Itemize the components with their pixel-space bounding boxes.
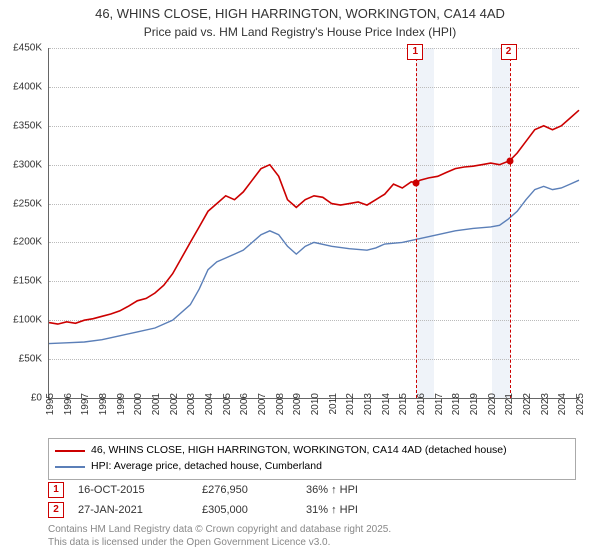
ytick-label: £350K — [0, 120, 42, 131]
ytick-label: £450K — [0, 43, 42, 54]
xtick-label: 2019 — [469, 393, 480, 415]
legend-label-property: 46, WHINS CLOSE, HIGH HARRINGTON, WORKIN… — [91, 443, 507, 459]
legend-row-hpi: HPI: Average price, detached house, Cumb… — [55, 459, 569, 475]
chart-marker-1: 1 — [407, 44, 423, 60]
chart-marker-2: 2 — [501, 44, 517, 60]
xtick-label: 2005 — [222, 393, 233, 415]
sale-point — [506, 157, 513, 164]
xtick-label: 2013 — [363, 393, 374, 415]
xtick-label: 2006 — [239, 393, 250, 415]
xtick-label: 2012 — [345, 393, 356, 415]
legend-swatch-hpi — [55, 466, 85, 468]
ytick-label: £250K — [0, 198, 42, 209]
xtick-label: 1997 — [80, 393, 91, 415]
xtick-label: 2024 — [557, 393, 568, 415]
xtick-label: 2004 — [204, 393, 215, 415]
xtick-label: 2021 — [504, 393, 515, 415]
transaction-price: £305,000 — [202, 504, 292, 516]
ytick-label: £50K — [0, 354, 42, 365]
ytick-label: £200K — [0, 237, 42, 248]
transaction-date: 27-JAN-2021 — [78, 504, 188, 516]
ytick-label: £300K — [0, 159, 42, 170]
footer-attribution: Contains HM Land Registry data © Crown c… — [48, 524, 576, 549]
xtick-label: 2011 — [328, 393, 339, 415]
legend-label-hpi: HPI: Average price, detached house, Cumb… — [91, 459, 322, 475]
xtick-label: 2000 — [133, 393, 144, 415]
transaction-marker-2: 2 — [48, 502, 64, 518]
xtick-label: 2015 — [398, 393, 409, 415]
transaction-marker-1: 1 — [48, 482, 64, 498]
plot-region: 1995199619971998199920002001200220032004… — [48, 48, 579, 399]
sale-point — [413, 179, 420, 186]
xtick-label: 2025 — [575, 393, 586, 415]
ytick-label: £100K — [0, 315, 42, 326]
chart-container: 46, WHINS CLOSE, HIGH HARRINGTON, WORKIN… — [0, 0, 600, 560]
xtick-label: 2003 — [186, 393, 197, 415]
transaction-row: 1 16-OCT-2015 £276,950 36% ↑ HPI — [48, 480, 576, 500]
transaction-date: 16-OCT-2015 — [78, 484, 188, 496]
transaction-row: 2 27-JAN-2021 £305,000 31% ↑ HPI — [48, 500, 576, 520]
xtick-label: 2023 — [540, 393, 551, 415]
xtick-label: 2001 — [151, 393, 162, 415]
xtick-label: 2017 — [434, 393, 445, 415]
xtick-label: 2002 — [169, 393, 180, 415]
line-series — [49, 48, 579, 398]
chart-title: 46, WHINS CLOSE, HIGH HARRINGTON, WORKIN… — [0, 0, 600, 23]
transaction-diff: 31% ↑ HPI — [306, 504, 396, 516]
xtick-label: 2009 — [292, 393, 303, 415]
ytick-label: £150K — [0, 276, 42, 287]
chart-area: 1995199619971998199920002001200220032004… — [48, 48, 578, 398]
transaction-diff: 36% ↑ HPI — [306, 484, 396, 496]
xtick-label: 2010 — [310, 393, 321, 415]
xtick-label: 2022 — [522, 393, 533, 415]
transactions-table: 1 16-OCT-2015 £276,950 36% ↑ HPI 2 27-JA… — [48, 480, 576, 520]
xtick-label: 1996 — [63, 393, 74, 415]
footer-line2: This data is licensed under the Open Gov… — [48, 537, 576, 550]
xtick-label: 1999 — [116, 393, 127, 415]
transaction-price: £276,950 — [202, 484, 292, 496]
legend: 46, WHINS CLOSE, HIGH HARRINGTON, WORKIN… — [48, 438, 576, 480]
xtick-label: 2018 — [451, 393, 462, 415]
series-property — [49, 110, 579, 324]
ytick-label: £0 — [0, 393, 42, 404]
xtick-label: 1995 — [45, 393, 56, 415]
xtick-label: 2008 — [275, 393, 286, 415]
xtick-label: 1998 — [98, 393, 109, 415]
legend-row-property: 46, WHINS CLOSE, HIGH HARRINGTON, WORKIN… — [55, 443, 569, 459]
chart-subtitle: Price paid vs. HM Land Registry's House … — [0, 23, 600, 39]
ytick-label: £400K — [0, 81, 42, 92]
xtick-label: 2020 — [487, 393, 498, 415]
xtick-label: 2007 — [257, 393, 268, 415]
series-hpi — [49, 180, 579, 343]
footer-line1: Contains HM Land Registry data © Crown c… — [48, 524, 576, 537]
xtick-label: 2014 — [381, 393, 392, 415]
legend-swatch-property — [55, 450, 85, 452]
xtick-label: 2016 — [416, 393, 427, 415]
